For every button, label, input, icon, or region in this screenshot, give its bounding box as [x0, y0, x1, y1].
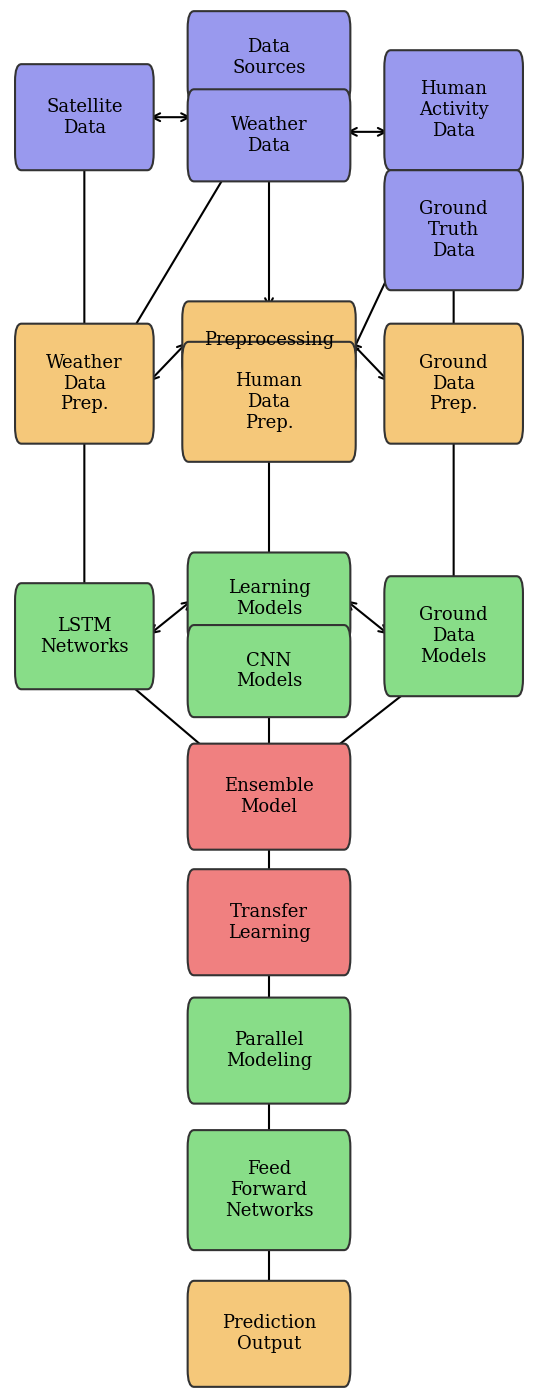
Text: Human
Data
Prep.: Human Data Prep.	[236, 372, 302, 432]
Text: Parallel
Modeling: Parallel Modeling	[226, 1032, 312, 1069]
Text: Feed
Forward
Networks: Feed Forward Networks	[225, 1160, 313, 1220]
FancyBboxPatch shape	[384, 324, 523, 443]
Text: Ground
Data
Prep.: Ground Data Prep.	[419, 354, 488, 414]
FancyBboxPatch shape	[188, 625, 350, 717]
FancyBboxPatch shape	[15, 64, 154, 171]
FancyBboxPatch shape	[182, 343, 356, 461]
Text: LSTM
Networks: LSTM Networks	[40, 617, 129, 656]
Text: Weather
Data
Prep.: Weather Data Prep.	[46, 354, 123, 414]
FancyBboxPatch shape	[15, 583, 154, 689]
Text: Weather
Data: Weather Data	[231, 116, 307, 155]
Text: Human
Activity
Data: Human Activity Data	[419, 81, 489, 140]
Text: CNN
Models: CNN Models	[236, 651, 302, 691]
FancyBboxPatch shape	[384, 171, 523, 291]
FancyBboxPatch shape	[15, 324, 154, 443]
Text: Preprocessing: Preprocessing	[204, 331, 334, 350]
Text: Satellite
Data: Satellite Data	[46, 98, 123, 137]
FancyBboxPatch shape	[188, 89, 350, 182]
Text: Transfer
Learning: Transfer Learning	[228, 903, 310, 942]
Text: Data
Sources: Data Sources	[232, 38, 306, 77]
Text: Ground
Truth
Data: Ground Truth Data	[419, 200, 488, 260]
FancyBboxPatch shape	[188, 870, 350, 976]
FancyBboxPatch shape	[188, 552, 350, 644]
FancyBboxPatch shape	[384, 576, 523, 696]
Text: Learning
Models: Learning Models	[228, 579, 310, 618]
Text: Ground
Data
Models: Ground Data Models	[419, 607, 488, 665]
FancyBboxPatch shape	[182, 302, 356, 379]
FancyBboxPatch shape	[188, 998, 350, 1103]
FancyBboxPatch shape	[188, 11, 350, 103]
FancyBboxPatch shape	[188, 1281, 350, 1387]
FancyBboxPatch shape	[188, 744, 350, 850]
FancyBboxPatch shape	[188, 1130, 350, 1250]
FancyBboxPatch shape	[384, 50, 523, 171]
Text: Ensemble
Model: Ensemble Model	[224, 777, 314, 816]
Text: Prediction
Output: Prediction Output	[222, 1314, 316, 1353]
